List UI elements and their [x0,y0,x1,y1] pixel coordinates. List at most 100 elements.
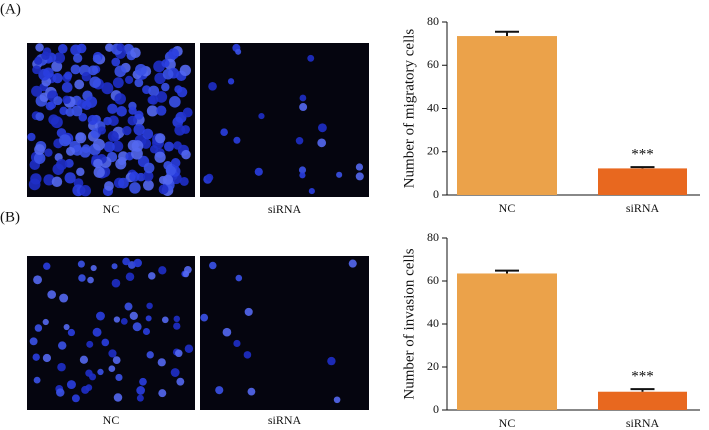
cell [81,144,91,153]
cell [176,377,185,386]
cell [233,136,241,144]
cell [136,386,146,395]
cell [59,134,72,147]
cell [79,355,89,364]
error-bar [495,30,519,37]
cell [88,65,99,76]
x-tick-label: siRNA [626,416,660,430]
cell [73,53,83,63]
cell [145,315,152,322]
cell [42,353,52,363]
y-tick-label: 20 [427,144,439,158]
cell [233,339,241,348]
y-tick-label: 60 [427,273,439,287]
cell [170,368,180,377]
cell [59,293,69,303]
cell [184,344,194,353]
cell [85,96,98,108]
cell [355,163,364,171]
cell [44,148,53,157]
cell [92,138,105,151]
cell [112,356,121,364]
cell [135,63,147,76]
cell [142,128,154,140]
cell [176,87,188,98]
image-caption: siRNA [268,413,302,427]
cell [81,71,92,82]
cell [131,147,143,160]
cell [78,274,86,282]
cell [133,258,142,268]
cell [129,311,138,321]
y-tick-label: 80 [427,14,439,28]
cell [111,263,118,270]
cell [71,105,83,117]
cell [299,172,306,179]
cell [243,351,252,359]
cell [93,166,105,178]
cell [53,52,66,64]
error-bar [630,166,655,169]
cell [63,324,70,331]
cell [35,43,44,52]
cell [120,318,128,325]
cell [142,327,150,336]
cell [165,165,176,176]
cell [33,275,42,285]
cell [103,141,115,153]
y-tick-label: 40 [427,316,439,330]
cell [89,76,101,88]
cell [107,103,118,114]
panel-label: (A) [0,1,21,17]
cell [34,324,43,332]
cell [114,93,126,105]
error-bar [630,388,655,392]
y-tick-label: 80 [427,230,439,244]
cell [75,132,87,144]
x-tick-label: NC [499,416,516,430]
cell [92,54,102,63]
cell [164,141,174,152]
cell [158,184,169,195]
micrograph [27,256,195,410]
cell [348,259,357,268]
cell [29,337,38,346]
cell [115,373,123,382]
cell [35,112,45,121]
cell [129,182,141,194]
cell [130,47,141,58]
cell [146,351,154,359]
cell [143,162,155,174]
cell [208,82,217,91]
cell [64,172,76,184]
cell [295,136,304,145]
cell [125,272,135,281]
cell [181,149,191,160]
cell [333,396,341,404]
cell [78,112,88,122]
cell [124,302,133,311]
cell [112,77,124,89]
cell [101,338,110,347]
cell [154,151,166,163]
cell [179,64,191,76]
cell [122,126,132,136]
cell [170,158,181,168]
cell [122,257,130,266]
cell [89,373,97,381]
cell [56,159,68,171]
cell [108,365,116,373]
cell [209,261,217,270]
cell [34,144,45,155]
cell [299,94,307,102]
cell [45,101,55,111]
y-tick-label: 0 [433,187,439,201]
cell [182,107,193,118]
cell [47,290,57,299]
cell [28,178,41,191]
cell [97,368,104,376]
cell [58,341,67,350]
cell [173,322,181,330]
cell [155,91,168,103]
cell [168,48,180,60]
